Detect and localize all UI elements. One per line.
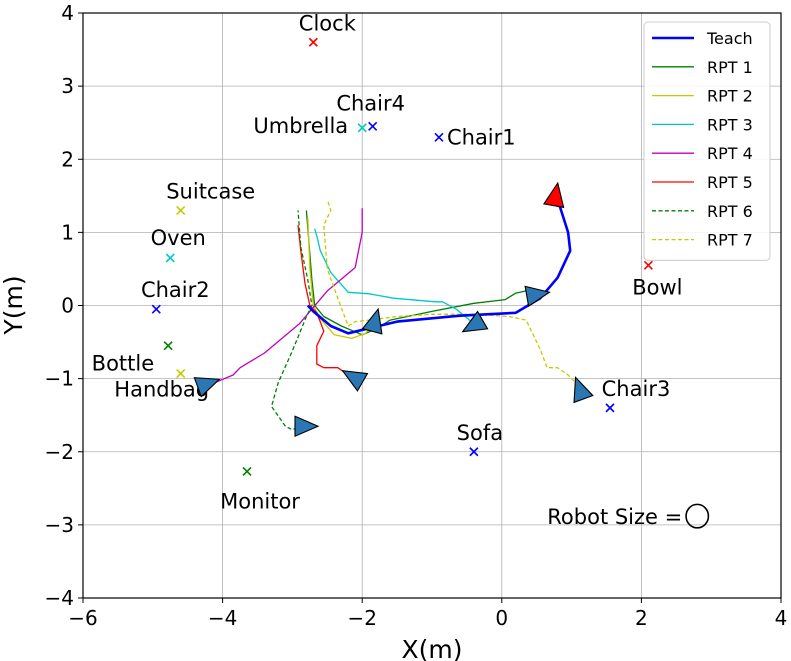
x-tick-label: −6: [68, 606, 97, 630]
object-label: Sofa: [457, 421, 503, 445]
object-x-marker: [165, 253, 175, 263]
object-chair3: Chair3: [602, 377, 671, 413]
object-label: Chair3: [602, 377, 671, 401]
object-chair4: Chair4: [336, 91, 405, 131]
y-tick-label: −1: [45, 367, 74, 391]
object-x-marker: [176, 205, 186, 216]
robot-size-circle: [685, 503, 710, 529]
legend-label-rpt-2: RPT 2: [707, 87, 753, 106]
y-tick-label: 0: [61, 294, 74, 318]
y-tick-label: −2: [45, 440, 74, 464]
legend-label-rpt-6: RPT 6: [707, 202, 753, 221]
object-x-marker: [605, 403, 615, 413]
y-tick-label: 3: [61, 74, 74, 98]
object-label: Handbag: [114, 378, 209, 402]
x-tick-label: −4: [208, 606, 237, 630]
object-label: Suitcase: [166, 179, 255, 203]
legend-label-rpt-4: RPT 4: [707, 144, 753, 163]
object-bottle: Bottle: [92, 341, 173, 376]
legend-label-teach: Teach: [706, 29, 753, 48]
series-line-rpt-3: [314, 228, 475, 325]
object-suitcase: Suitcase: [166, 179, 255, 216]
series-line-rpt-4: [201, 208, 363, 386]
object-label: Clock: [299, 11, 357, 35]
object-label: Monitor: [220, 489, 300, 513]
series-line-rpt-7: [323, 199, 580, 387]
object-x-marker: [368, 121, 378, 131]
robot-end-pose-marker: [573, 376, 594, 404]
object-umbrella: Umbrella: [253, 114, 367, 138]
y-tick-label: −3: [45, 513, 74, 537]
object-x-marker: [242, 466, 252, 477]
robot-end-pose-marker: [524, 285, 551, 308]
x-tick-label: 0: [495, 606, 508, 630]
robot-markers: [193, 181, 594, 438]
series-line-rpt-6: [270, 210, 313, 431]
y-tick-label: −4: [45, 586, 74, 610]
legend-label-rpt-5: RPT 5: [707, 173, 753, 192]
robot-end-pose-marker: [341, 370, 369, 392]
object-x-marker: [308, 37, 318, 47]
robot-end-pose-marker: [193, 377, 221, 398]
y-tick-label: 1: [61, 220, 74, 244]
robot-size-annotation: Robot Size =: [547, 503, 710, 529]
robot-start-pose-marker: [542, 181, 565, 209]
object-clock: Clock: [299, 11, 357, 47]
series-line-rpt-2: [307, 217, 374, 340]
object-label: Chair1: [447, 125, 516, 149]
object-x-marker: [151, 304, 161, 314]
legend-box: [643, 21, 771, 261]
object-bowl: Bowl: [632, 260, 683, 299]
y-axis-label: Y(m): [0, 275, 28, 335]
object-handbag: Handbag: [114, 368, 209, 402]
x-tick-label: 2: [635, 606, 648, 630]
object-x-marker: [357, 123, 367, 133]
object-label: Oven: [151, 226, 206, 250]
y-tick-label: 2: [61, 147, 74, 171]
series-layer: [201, 191, 580, 431]
object-sofa: Sofa: [457, 421, 503, 457]
x-tick-label: 4: [775, 606, 788, 630]
object-chair1: Chair1: [434, 125, 516, 149]
legend: Teach RPT 1 RPT 2 RPT 3 RPT 4 RPT 5 RPT 6 RPT 7: [643, 21, 771, 261]
robot-end-pose-marker: [361, 307, 383, 335]
robot-end-pose-marker: [294, 415, 320, 438]
object-label: Bowl: [632, 275, 682, 299]
legend-label-rpt-7: RPT 7: [707, 231, 753, 250]
object-x-marker: [643, 260, 653, 270]
object-x-marker: [434, 132, 444, 142]
legend-label-rpt-1: RPT 1: [707, 58, 753, 77]
object-x-marker: [176, 368, 186, 379]
object-x-marker: [469, 447, 479, 457]
y-tick-label: 4: [61, 1, 74, 25]
robot-end-pose-marker: [461, 310, 489, 333]
x-axis-label: X(m): [402, 635, 463, 661]
object-chair2: Chair2: [141, 278, 210, 314]
series-line-rpt-5: [297, 225, 349, 376]
object-oven: Oven: [151, 226, 206, 263]
object-monitor: Monitor: [220, 466, 300, 513]
series-line-teach: [306, 191, 572, 335]
x-tick-label: −2: [347, 606, 376, 630]
legend-label-rpt-3: RPT 3: [707, 115, 753, 134]
object-x-marker: [163, 341, 173, 351]
object-label: Chair4: [336, 91, 405, 115]
object-label: Bottle: [92, 352, 154, 376]
object-label: Chair2: [141, 278, 210, 302]
robot-size-text: Robot Size =: [547, 505, 682, 529]
object-label: Umbrella: [253, 114, 348, 138]
